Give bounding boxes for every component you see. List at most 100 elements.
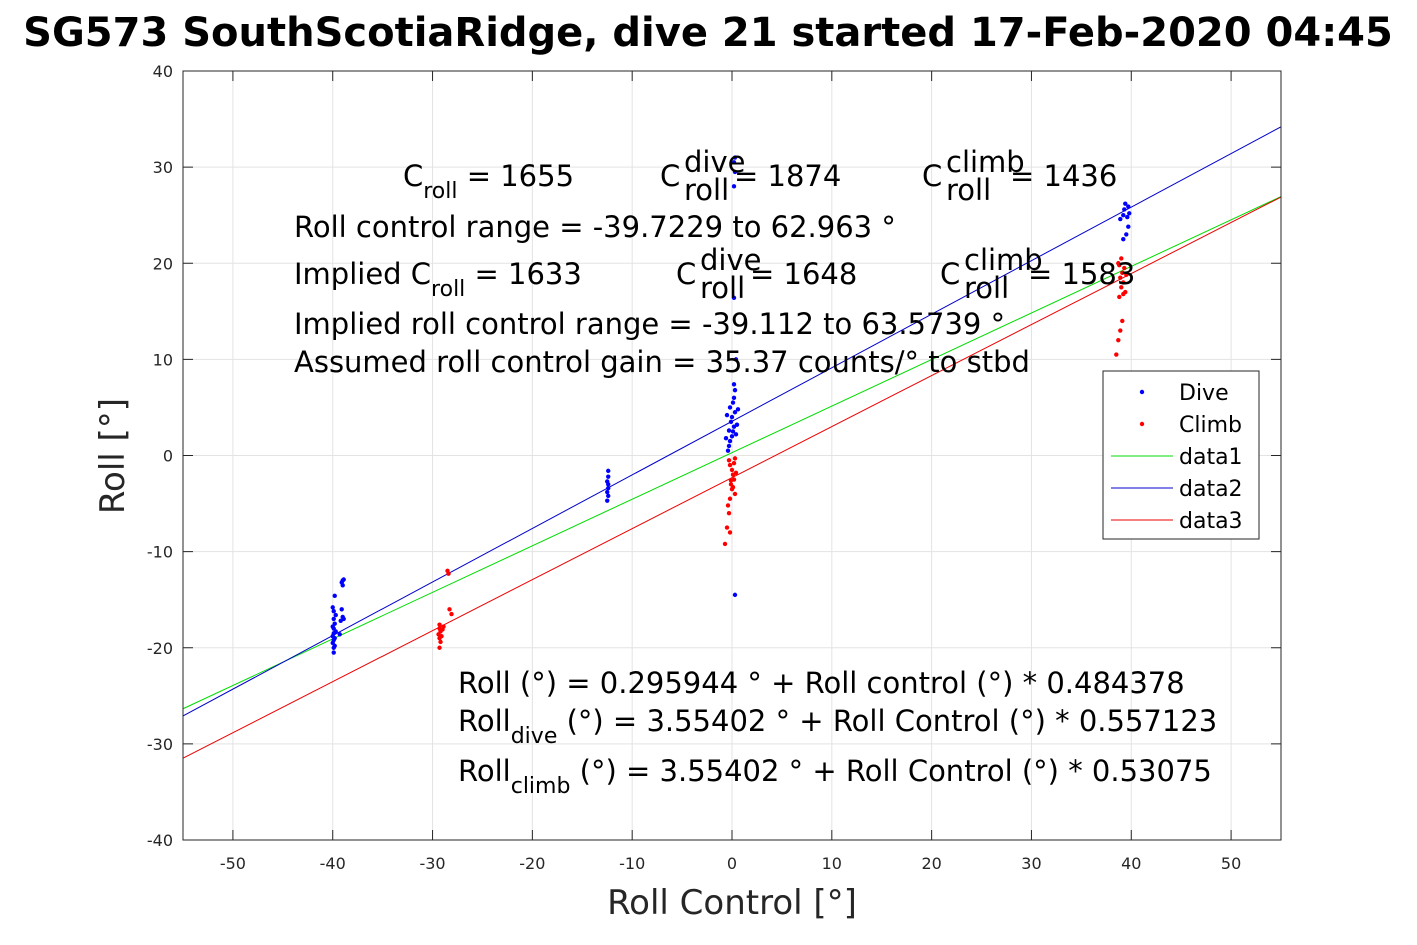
dive-point	[1122, 207, 1127, 212]
svg-text:C: C	[940, 257, 960, 291]
climb-point	[727, 462, 733, 468]
climb-point	[1118, 275, 1123, 280]
legend-box	[1102, 370, 1260, 540]
dive-point	[1125, 214, 1130, 220]
dive-point	[723, 435, 729, 441]
annotation-implied-c-dive: C dive roll = 1648	[676, 243, 857, 305]
annotation-gain: Assumed roll control gain = 35.37 counts…	[294, 345, 1030, 379]
legend-label-data1: data1	[1179, 445, 1243, 470]
dive-point	[331, 609, 336, 614]
dive-point	[729, 414, 735, 420]
dive-point	[727, 405, 733, 410]
dive-point	[732, 592, 738, 598]
annotation-c-roll-dive: C dive roll = 1874	[660, 145, 841, 207]
chart-title: SG573 SouthScotiaRidge, dive 21 started …	[23, 10, 1393, 56]
climb-point	[441, 624, 446, 629]
x-tick-label: -20	[519, 854, 545, 873]
climb-point	[1116, 337, 1121, 343]
climb-point	[722, 541, 728, 547]
dive-point	[1124, 232, 1129, 237]
y-tick-label: 10	[153, 350, 173, 369]
climb-point	[1122, 265, 1127, 271]
svg-text:roll: roll	[700, 271, 745, 305]
climb-point	[724, 525, 730, 530]
dive-point	[333, 612, 338, 618]
dive-point	[726, 443, 732, 449]
dive-point	[724, 412, 730, 418]
annotation-fit-dive: Rolldive (°) = 3.55402 ° + Roll Control …	[458, 704, 1217, 749]
svg-text:climb: climb	[964, 243, 1043, 277]
climb-point	[1118, 328, 1123, 333]
dive-point	[731, 395, 737, 401]
x-tick-label: -10	[619, 854, 645, 873]
fit-line-data3	[182, 196, 1282, 759]
x-tick-label: -40	[320, 854, 346, 873]
x-tick-label: -30	[419, 854, 445, 873]
svg-text:C: C	[676, 257, 696, 291]
dive-point	[606, 468, 611, 474]
climb-point	[727, 496, 733, 501]
svg-text:dive: dive	[700, 243, 761, 277]
climb-point	[1124, 272, 1129, 277]
x-tick-label: 40	[1121, 854, 1141, 873]
svg-text:C: C	[922, 159, 942, 193]
climb-point	[729, 467, 735, 473]
climb-point	[449, 611, 454, 617]
y-tick-label: 30	[153, 158, 173, 177]
dive-point	[340, 578, 345, 583]
svg-text:roll: roll	[964, 271, 1009, 305]
dive-point	[731, 160, 737, 165]
climb-point	[446, 571, 451, 576]
dive-point	[728, 419, 734, 425]
svg-text:roll: roll	[946, 173, 991, 207]
svg-text:C: C	[660, 159, 680, 193]
x-axis-label: Roll Control [°]	[607, 883, 857, 923]
legend: Dive Climb data1 data2 data3	[1102, 370, 1260, 540]
climb-point	[725, 503, 731, 508]
climb-point	[438, 639, 443, 645]
dive-point	[729, 434, 735, 439]
dive-point	[341, 616, 346, 622]
dive-point	[734, 422, 740, 427]
y-axis-label: Roll [°]	[93, 398, 133, 514]
y-tick-label: 40	[153, 62, 173, 81]
dive-point	[730, 429, 736, 434]
annotation-fit-climb: Rollclimb (°) = 3.55402 ° + Roll Control…	[458, 754, 1212, 799]
climb-point	[726, 510, 732, 516]
dive-point	[606, 474, 611, 479]
dive-point	[1126, 224, 1131, 229]
dive-point	[1121, 237, 1126, 242]
dive-point	[733, 432, 739, 437]
svg-text:dive: dive	[684, 145, 745, 179]
annotation-implied-c-climb: C climb roll = 1583	[940, 243, 1135, 305]
svg-text:climb: climb	[946, 145, 1025, 179]
annotation-implied-c-roll: Implied Croll = 1633	[294, 257, 582, 302]
dive-point	[1126, 204, 1131, 209]
svg-text:= 1583: = 1583	[1028, 257, 1135, 291]
dive-point	[731, 184, 737, 189]
dive-point	[331, 650, 336, 655]
annotation-fit-all: Roll (°) = 0.295944 ° + Roll control (°)…	[458, 666, 1185, 700]
climb-point	[726, 458, 732, 463]
y-tick-label: 20	[153, 254, 173, 273]
y-tick-label: -20	[147, 639, 173, 658]
legend-marker-dive	[1139, 389, 1145, 395]
dive-point	[1123, 201, 1128, 206]
climb-point	[437, 622, 442, 627]
legend-label-climb: Climb	[1179, 413, 1242, 438]
climb-point	[733, 470, 739, 476]
svg-text:= 1436: = 1436	[1010, 159, 1117, 193]
x-tick-label: 0	[727, 854, 737, 873]
y-tick-label: 0	[163, 447, 173, 466]
dive-point	[339, 607, 344, 612]
axis-ticks: -50 -40 -30 -20 -10 0 10 20 30 40 50 -40 -30 -20 -10 0 1…	[147, 62, 1281, 873]
climb-point	[730, 485, 736, 490]
x-tick-label: 20	[921, 854, 941, 873]
climb-point	[447, 607, 452, 612]
climb-point	[732, 491, 738, 497]
legend-label-data3: data3	[1179, 509, 1243, 534]
annotation-implied-range: Implied roll control range = -39.112 to …	[294, 307, 1005, 341]
legend-marker-climb	[1139, 421, 1145, 427]
dive-point	[332, 621, 337, 626]
